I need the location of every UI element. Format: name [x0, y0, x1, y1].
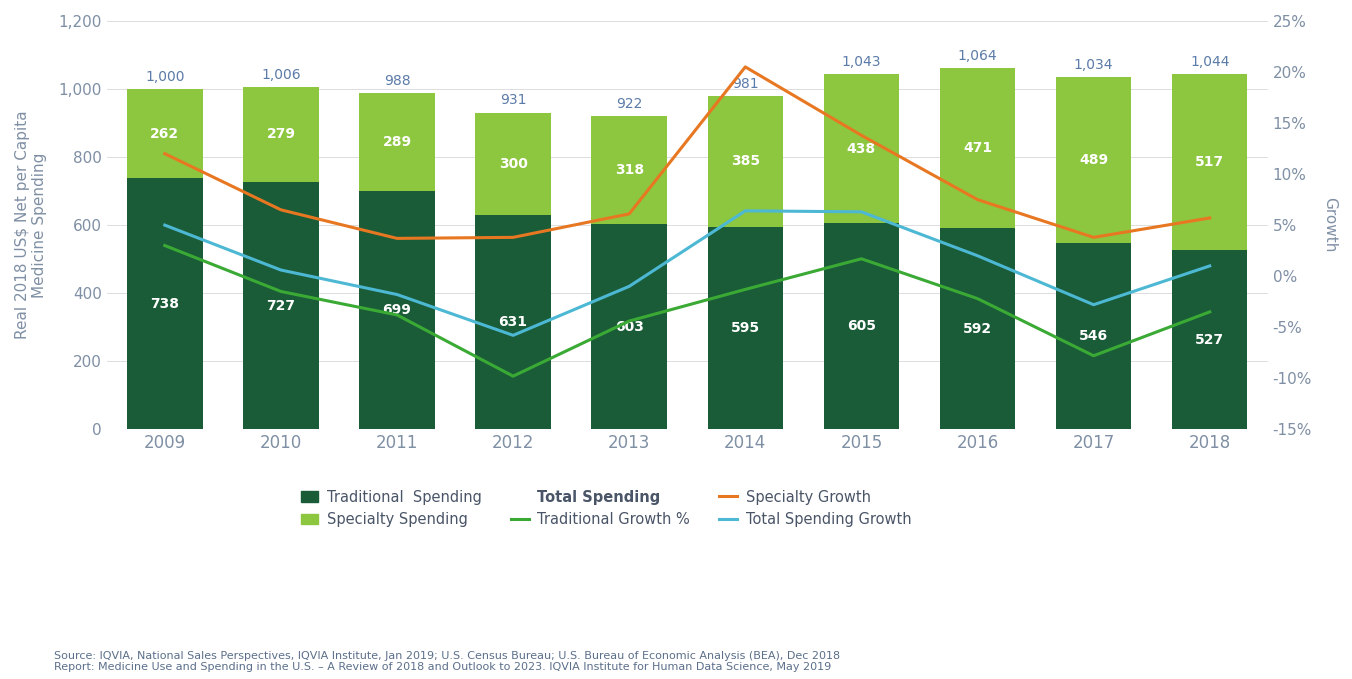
- Bar: [476, 215, 550, 429]
- Text: Source: IQVIA, National Sales Perspectives, IQVIA Institute, Jan 2019; U.S. Cens: Source: IQVIA, National Sales Perspectiv…: [54, 650, 840, 672]
- Bar: [707, 227, 783, 429]
- Text: 300: 300: [499, 157, 527, 170]
- Bar: [360, 93, 435, 191]
- Bar: [243, 87, 319, 182]
- Text: 1,043: 1,043: [842, 55, 882, 69]
- Text: 318: 318: [615, 163, 644, 177]
- Text: 605: 605: [846, 319, 876, 333]
- Bar: [1172, 250, 1248, 429]
- Bar: [823, 75, 899, 223]
- Text: 631: 631: [499, 315, 527, 329]
- Text: 699: 699: [383, 304, 411, 317]
- Bar: [127, 178, 203, 429]
- Bar: [243, 182, 319, 429]
- Bar: [476, 113, 550, 215]
- Bar: [127, 89, 203, 178]
- Text: 931: 931: [500, 94, 526, 107]
- Bar: [1056, 244, 1132, 429]
- Text: 922: 922: [617, 97, 642, 111]
- Y-axis label: Real 2018 US$ Net per Capita
Medicine Spending: Real 2018 US$ Net per Capita Medicine Sp…: [15, 111, 47, 340]
- Text: 1,064: 1,064: [957, 48, 998, 62]
- Legend: Traditional  Spending, Specialty Spending, Total Spending, Traditional Growth %,: Traditional Spending, Specialty Spending…: [300, 490, 911, 527]
- Bar: [1056, 77, 1132, 244]
- Text: 595: 595: [730, 321, 760, 335]
- Text: 289: 289: [383, 135, 411, 149]
- Text: 527: 527: [1195, 333, 1225, 346]
- Text: 1,000: 1,000: [145, 70, 185, 84]
- Bar: [940, 68, 1015, 228]
- Text: 385: 385: [730, 154, 760, 168]
- Text: 1,034: 1,034: [1073, 58, 1113, 72]
- Bar: [360, 191, 435, 429]
- Text: 592: 592: [963, 322, 992, 335]
- Text: 279: 279: [266, 128, 295, 141]
- Bar: [591, 224, 667, 429]
- Text: 546: 546: [1079, 329, 1109, 344]
- Text: 262: 262: [150, 126, 180, 141]
- Bar: [591, 116, 667, 224]
- Text: 1,044: 1,044: [1190, 55, 1229, 69]
- Text: 1,006: 1,006: [261, 68, 300, 82]
- Text: 517: 517: [1195, 155, 1225, 169]
- Text: 438: 438: [846, 142, 876, 156]
- Text: 489: 489: [1079, 153, 1109, 167]
- Text: 981: 981: [731, 77, 758, 91]
- Text: 727: 727: [266, 299, 295, 312]
- Bar: [1172, 74, 1248, 250]
- Text: 603: 603: [615, 320, 644, 333]
- Text: 988: 988: [384, 74, 410, 88]
- Bar: [823, 223, 899, 429]
- Text: 471: 471: [963, 141, 992, 155]
- Bar: [707, 96, 783, 227]
- Y-axis label: Growth: Growth: [1322, 198, 1337, 253]
- Text: 738: 738: [150, 297, 180, 311]
- Bar: [940, 228, 1015, 429]
